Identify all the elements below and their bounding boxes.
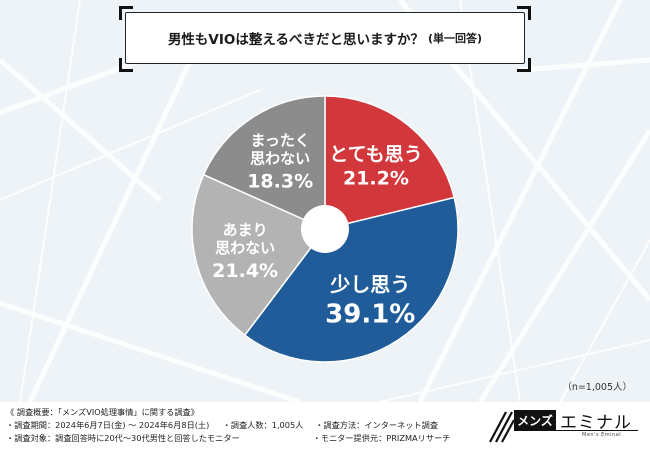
slice-label: まったく (250, 131, 309, 149)
footer-heading: 《 調査概要：「メンズVIO処理事情」に関する調査》 (6, 407, 199, 417)
title-corner (119, 58, 133, 72)
pie-chart: とても思う21.2%少し思う39.1%あまり思わない21.4%まったく思わない1… (191, 95, 459, 363)
brand-logo: メンズ エミナル Men's Eminal (488, 408, 638, 444)
pie-slice (202, 95, 326, 231)
logo-name: エミナル (560, 413, 632, 433)
logo-sub: Men's Eminal (582, 432, 622, 438)
slice-value: 21.4% (212, 260, 278, 282)
chart-title: 男性もVIOは整えるべきだと思いますか？ (167, 32, 424, 48)
slice-label: 少し思う (329, 272, 410, 296)
slice-label: あまり (223, 221, 268, 239)
footer-target: ・調査対象：調査回答時に20代〜30代男性と回答したモニター (6, 433, 240, 443)
pie-slice (243, 196, 459, 363)
donut-hole (301, 205, 349, 253)
slice-label: 思わない (250, 149, 310, 167)
pie-slice (324, 95, 456, 230)
footer-count: ・調査人数：1,005人 (222, 420, 304, 430)
footer-provider: ・モニター提供元：PRIZMAリサーチ (312, 433, 451, 443)
slice-label: とても思う (329, 144, 422, 166)
logo-underline (514, 430, 638, 431)
slice-value: 18.3% (247, 170, 313, 192)
footer-method: ・調査方法：インターネット調査 (315, 420, 439, 430)
sample-size-note: （n=1,005人） (562, 382, 632, 393)
logo-stripes-icon (489, 411, 514, 443)
title-corner (119, 6, 133, 20)
chart-title-box: 男性もVIOは整えるべきだと思いますか？ (単一回答) (125, 12, 525, 64)
slice-value: 21.2% (343, 168, 409, 190)
title-corner (517, 6, 531, 20)
footer-period: ・調査期間：2024年6月7日(金) 〜 2024年6月8日(土) (6, 420, 210, 430)
title-corner (517, 58, 531, 72)
logo-badge: メンズ (514, 410, 556, 430)
decorative-lines (0, 0, 650, 402)
slice-label: 思わない (215, 239, 275, 257)
slice-value: 39.1% (325, 299, 415, 329)
chart-title-suffix: (単一回答) (427, 32, 483, 45)
